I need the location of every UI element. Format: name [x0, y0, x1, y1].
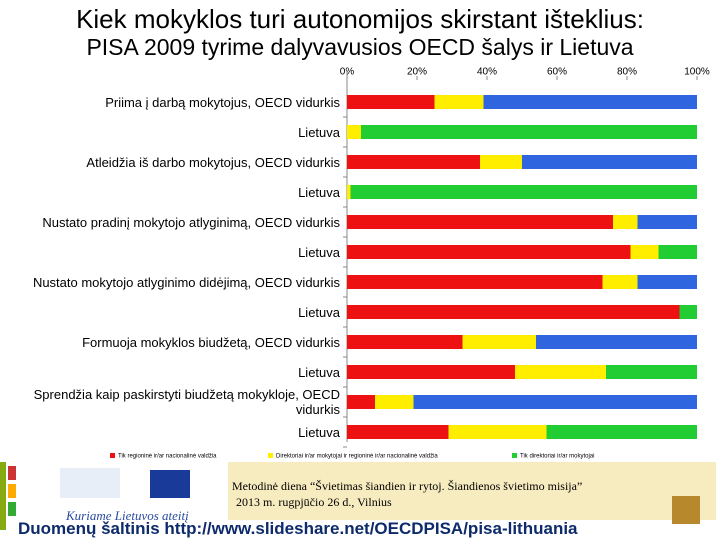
bar-segment — [630, 245, 659, 259]
bar-segment — [480, 155, 522, 169]
category-label: Formuoja mokyklos biudžetą, OECD vidurki… — [82, 334, 340, 350]
category-label: Priima į darbą mokytojus, OECD vidurkis — [105, 94, 340, 110]
event-box — [228, 462, 716, 520]
bar-segment — [483, 95, 697, 109]
x-tick-label: 40% — [477, 67, 497, 78]
title: Kiek mokyklos turi autonomijos skirstant… — [76, 4, 644, 34]
x-tick-label: 0% — [340, 67, 355, 78]
bar-segment — [546, 425, 697, 439]
category-label: Nustato mokytojo atlyginimo didėjimą, OE… — [32, 274, 340, 290]
bar-segment — [637, 275, 697, 289]
category-label: Lietuva — [298, 244, 340, 260]
bar-segment — [347, 425, 449, 439]
category-label: Atleidžia iš darbo mokytojus, OECD vidur… — [86, 154, 340, 170]
category-label: Lietuva — [298, 124, 340, 140]
category-label: Sprendžia kaip paskirstyti biudžetą moky… — [33, 387, 340, 417]
bar-segment — [350, 185, 697, 199]
category-label: Lietuva — [298, 364, 340, 380]
legend-swatch — [512, 453, 517, 458]
legend-label: Tik regioninė ir/ar nacionalinė valdžia — [118, 454, 217, 460]
bar-segment — [602, 275, 638, 289]
bar-segment — [637, 215, 697, 229]
logo — [60, 468, 120, 498]
decor — [8, 502, 16, 516]
category-label: Lietuva — [298, 424, 340, 440]
bar-segment — [613, 215, 638, 229]
bar-segment — [536, 335, 697, 349]
bar-segment — [361, 125, 697, 139]
bar-segment — [522, 155, 697, 169]
subtitle: PISA 2009 tyrime dalyvavusios OECD šalys… — [86, 34, 634, 60]
bar-segment — [347, 305, 680, 319]
legend-label: Direktoriai ir/ar mokytojai ir regioninė… — [276, 454, 438, 460]
category-label: Lietuva — [298, 304, 340, 320]
x-tick-label: 60% — [547, 67, 567, 78]
legend-label: Tik direktoriai ir/ar mokytojai — [520, 454, 594, 460]
event: Metodinė diena “Švietimas šiandien ir ry… — [232, 479, 583, 493]
bar-segment — [347, 185, 351, 199]
bar-segment — [347, 275, 603, 289]
legend-swatch — [110, 453, 115, 458]
bar-segment — [347, 95, 435, 109]
bar-segment — [347, 335, 463, 349]
bar-segment — [658, 245, 697, 259]
bar-segment — [606, 365, 697, 379]
bar-segment — [347, 245, 631, 259]
decor — [0, 462, 6, 530]
x-tick-label: 100% — [684, 67, 710, 78]
x-tick-label: 80% — [617, 67, 637, 78]
bar-segment — [347, 395, 375, 409]
bar-segment — [347, 215, 613, 229]
eu-flag — [150, 470, 190, 498]
bar-segment — [375, 395, 414, 409]
home-icon — [672, 496, 700, 524]
x-tick-label: 20% — [407, 67, 427, 78]
decor — [8, 484, 16, 498]
category-label: Nustato pradinį mokytojo atlyginimą, OEC… — [42, 214, 340, 230]
bar-segment — [679, 305, 697, 319]
bar-segment — [347, 365, 515, 379]
bar-segment — [413, 395, 697, 409]
bar-segment — [462, 335, 536, 349]
bar-segment — [515, 365, 606, 379]
logo-text: Kuriame Lietuvos ateitį — [66, 508, 189, 523]
source: Duomenų šaltinis http://www.slideshare.n… — [18, 519, 578, 538]
decor — [8, 466, 16, 480]
bar-segment — [448, 425, 547, 439]
category-label: Lietuva — [298, 184, 340, 200]
bar-segment — [434, 95, 484, 109]
legend-swatch — [268, 453, 273, 458]
bar-segment — [347, 125, 361, 139]
bar-segment — [347, 155, 480, 169]
date: 2013 m. rugpjūčio 26 d., Vilnius — [236, 495, 392, 509]
